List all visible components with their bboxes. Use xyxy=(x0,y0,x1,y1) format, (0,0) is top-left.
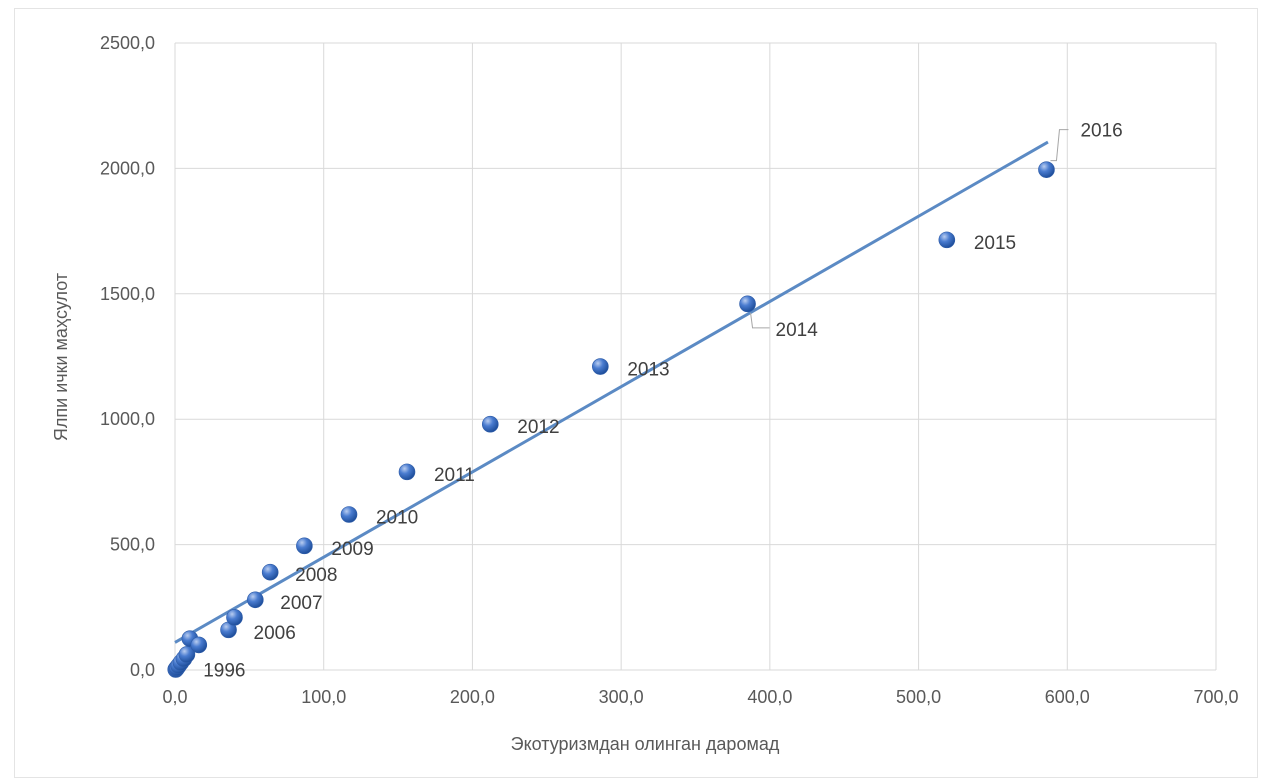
x-tick-label: 500,0 xyxy=(896,687,941,707)
data-point xyxy=(739,295,756,313)
y-tick-label: 1500,0 xyxy=(100,284,155,304)
x-tick-label: 0,0 xyxy=(162,687,187,707)
y-axis-title: Ялпи ички маҳсулот xyxy=(51,273,71,441)
data-point xyxy=(1038,161,1055,178)
data-label: 2008 xyxy=(295,565,337,586)
y-tick-label: 2000,0 xyxy=(100,158,155,178)
grid xyxy=(174,42,1217,671)
data-label: 2009 xyxy=(331,539,373,560)
data-point xyxy=(226,609,243,626)
data-label: 2011 xyxy=(434,465,475,486)
x-tick-label: 100,0 xyxy=(301,687,346,707)
x-axis-title: Экотуризмдан олинган даромад xyxy=(511,734,780,754)
data-label: 2016 xyxy=(1080,121,1122,142)
x-tick-label: 300,0 xyxy=(599,687,644,707)
data-points xyxy=(167,161,1055,678)
data-point xyxy=(592,358,609,375)
data-label: 2013 xyxy=(627,360,669,381)
data-label: 2014 xyxy=(776,320,819,341)
data-label: 2007 xyxy=(280,593,322,614)
y-tick-label: 500,0 xyxy=(110,535,155,555)
data-point xyxy=(296,537,313,555)
data-point xyxy=(261,563,279,581)
axis-ticks: 0,0 100,0 200,0 300,0 400,0 500,0 600,0 700,0 0,… xyxy=(100,33,1239,707)
data-label: 2010 xyxy=(376,508,418,529)
data-point xyxy=(938,231,956,249)
y-tick-label: 2500,0 xyxy=(100,33,155,53)
data-label: 2015 xyxy=(974,233,1016,254)
data-point xyxy=(178,646,196,663)
data-point xyxy=(247,591,264,609)
data-label: 1996 xyxy=(203,660,245,681)
data-label: 2006 xyxy=(254,623,296,644)
x-tick-label: 400,0 xyxy=(747,687,792,707)
x-tick-label: 700,0 xyxy=(1193,687,1238,707)
x-tick-label: 600,0 xyxy=(1045,687,1090,707)
chart-frame xyxy=(14,8,1258,778)
data-point xyxy=(190,636,208,654)
data-point xyxy=(340,506,358,523)
data-point xyxy=(481,415,499,433)
data-point xyxy=(398,463,416,481)
trendline xyxy=(174,140,1049,644)
leader-line-2016 xyxy=(1050,129,1069,162)
y-tick-label: 1000,0 xyxy=(100,409,155,429)
leader-line-2014 xyxy=(750,312,770,329)
trendline-line xyxy=(174,140,1049,644)
y-tick-label: 0,0 xyxy=(130,660,155,680)
x-tick-label: 200,0 xyxy=(450,687,495,707)
data-label: 2012 xyxy=(517,417,559,438)
